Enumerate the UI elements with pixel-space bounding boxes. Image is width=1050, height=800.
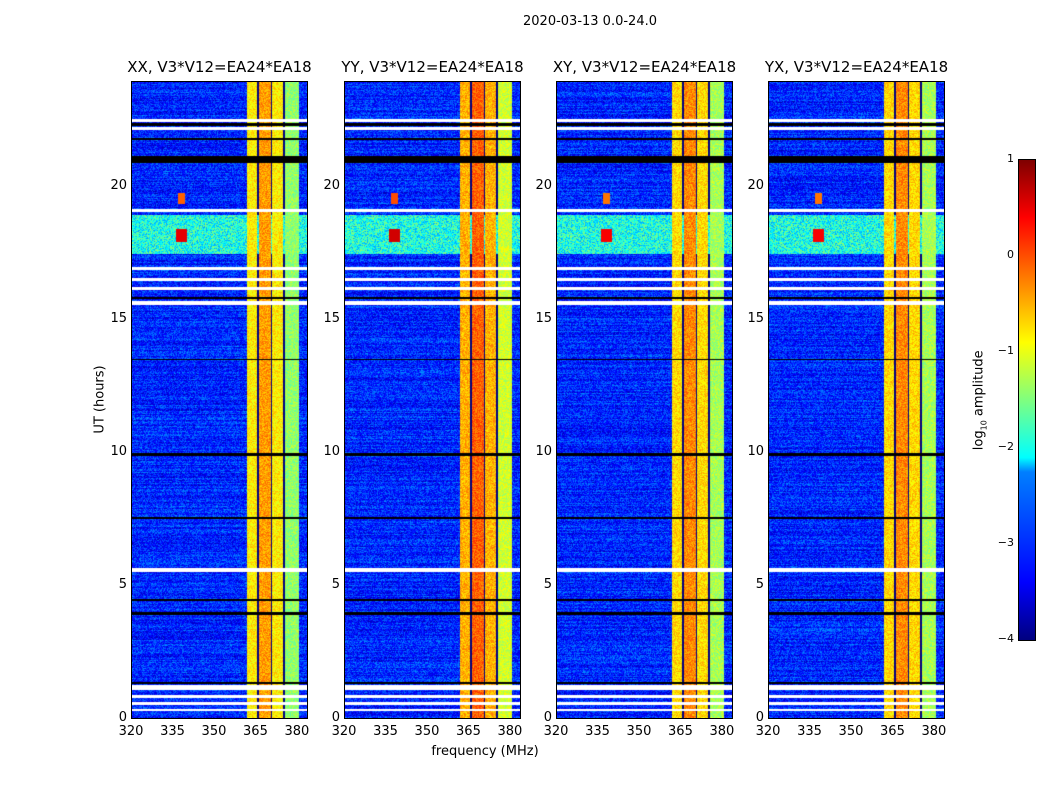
y-tick-label: 20: [747, 178, 764, 194]
heatmap-image: [769, 82, 944, 718]
y-tick-label: 5: [543, 577, 552, 593]
x-tick-label: 365: [456, 724, 481, 739]
panel-title: XX, V3*V12=EA24*EA18: [127, 58, 312, 76]
waterfall-panel: [131, 81, 308, 719]
x-tick-label: 350: [414, 724, 440, 739]
figure-title: 2020-03-13 0.0-24.0: [523, 14, 657, 29]
heatmap-image: [132, 82, 307, 718]
colorbar-tick-label: 1: [1007, 152, 1014, 165]
x-tick-label: 350: [201, 724, 227, 739]
x-tick-label: 320: [118, 724, 144, 739]
heatmap-image: [557, 82, 732, 718]
x-axis-label: frequency (MHz): [431, 744, 539, 759]
y-tick-label: 5: [118, 577, 127, 593]
x-tick-label: 320: [755, 724, 781, 739]
colorbar-tick-label: 0: [1007, 248, 1014, 261]
y-tick-label: 10: [110, 444, 127, 460]
x-tick-label: 365: [880, 724, 905, 739]
y-tick-label: 10: [323, 444, 340, 460]
y-tick-label: 5: [331, 577, 340, 593]
waterfall-panel: [768, 81, 945, 719]
x-tick-label: 380: [284, 724, 310, 739]
y-tick-label: 0: [118, 710, 127, 725]
y-tick-label: 15: [110, 311, 127, 327]
y-axis-label: UT (hours): [92, 365, 108, 434]
x-tick-label: 350: [626, 724, 652, 739]
y-tick-label: 20: [110, 178, 127, 194]
y-tick-label: 10: [747, 444, 764, 460]
colorbar: [1018, 159, 1036, 641]
x-tick-label: 335: [585, 724, 610, 739]
panel-title: YY, V3*V12=EA24*EA18: [341, 58, 524, 76]
y-tick-label: 0: [755, 710, 764, 725]
y-tick-label: 15: [747, 311, 764, 327]
colorbar-tick-label: −1: [997, 344, 1014, 357]
colorbar-tick-label: −2: [997, 440, 1014, 453]
waterfall-panel: [556, 81, 733, 719]
y-tick-label: 5: [755, 577, 764, 593]
colorbar-label: log10 amplitude: [971, 350, 989, 451]
x-tick-label: 320: [331, 724, 357, 739]
y-tick-label: 20: [323, 178, 340, 194]
colorbar-tick-label: −3: [997, 536, 1014, 549]
y-tick-label: 10: [535, 444, 552, 460]
x-tick-label: 365: [243, 724, 268, 739]
waterfall-panel: [344, 81, 521, 719]
x-tick-label: 335: [373, 724, 398, 739]
x-tick-label: 335: [160, 724, 185, 739]
x-tick-label: 380: [921, 724, 947, 739]
colorbar-tick-label: −4: [997, 632, 1014, 645]
panel-title: YX, V3*V12=EA24*EA18: [764, 58, 949, 76]
x-tick-label: 380: [497, 724, 523, 739]
y-tick-label: 15: [535, 311, 552, 327]
y-tick-label: 0: [543, 710, 552, 725]
heatmap-image: [345, 82, 520, 718]
x-tick-label: 320: [543, 724, 569, 739]
y-tick-label: 20: [535, 178, 552, 194]
x-tick-label: 380: [709, 724, 735, 739]
panel-title: XY, V3*V12=EA24*EA18: [552, 58, 737, 76]
x-tick-label: 350: [838, 724, 864, 739]
x-tick-label: 335: [797, 724, 822, 739]
y-tick-label: 0: [331, 710, 340, 725]
y-tick-label: 15: [323, 311, 340, 327]
x-tick-label: 365: [668, 724, 693, 739]
